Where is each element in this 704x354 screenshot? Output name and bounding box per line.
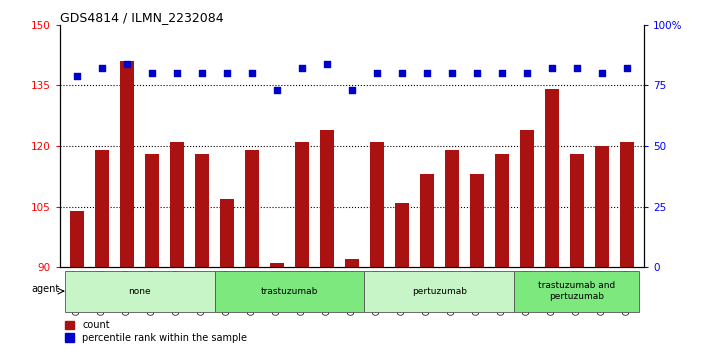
Bar (65, 271, 215, 312)
Bar (515, 271, 639, 312)
Text: none: none (128, 287, 151, 296)
Bar (195, 154, 209, 267)
Bar (170, 142, 184, 267)
Point (346, 87, 358, 93)
Point (196, 70, 208, 76)
Text: GDS4814 / ILMN_2232084: GDS4814 / ILMN_2232084 (60, 11, 223, 24)
Point (546, 65, 558, 71)
Bar (570, 154, 584, 267)
Bar (120, 61, 134, 267)
Text: trastuzumab and
pertuzumab: trastuzumab and pertuzumab (538, 281, 615, 301)
Legend: count, percentile rank within the sample: count, percentile rank within the sample (65, 320, 247, 343)
Point (571, 65, 582, 71)
Bar (220, 199, 234, 267)
Point (122, 61, 133, 67)
Bar (145, 154, 159, 267)
Point (222, 70, 233, 76)
Point (322, 61, 333, 67)
Bar (595, 146, 608, 267)
Point (246, 70, 258, 76)
Bar (520, 130, 534, 267)
Point (96, 65, 108, 71)
Bar (370, 142, 384, 267)
Point (521, 70, 532, 76)
Point (446, 70, 458, 76)
Bar (495, 154, 509, 267)
Point (496, 70, 508, 76)
Point (371, 70, 382, 76)
Point (621, 65, 632, 71)
Point (272, 87, 283, 93)
Bar (620, 142, 634, 267)
Bar (470, 174, 484, 267)
Bar (420, 174, 434, 267)
Text: pertuzumab: pertuzumab (412, 287, 467, 296)
Bar (70, 211, 84, 267)
Text: trastuzumab: trastuzumab (261, 287, 318, 296)
Point (596, 70, 608, 76)
Bar (215, 271, 365, 312)
Bar (445, 150, 459, 267)
Point (396, 70, 408, 76)
Bar (295, 142, 309, 267)
Text: agent: agent (32, 284, 60, 294)
Bar (270, 263, 284, 267)
Point (146, 70, 158, 76)
Point (172, 70, 183, 76)
Bar (96, 150, 109, 267)
Point (421, 70, 432, 76)
Bar (320, 130, 334, 267)
Bar (245, 150, 259, 267)
Bar (345, 259, 359, 267)
Point (471, 70, 482, 76)
Point (72, 73, 83, 79)
Bar (395, 202, 409, 267)
Bar (365, 271, 515, 312)
Bar (545, 90, 559, 267)
Point (296, 65, 308, 71)
